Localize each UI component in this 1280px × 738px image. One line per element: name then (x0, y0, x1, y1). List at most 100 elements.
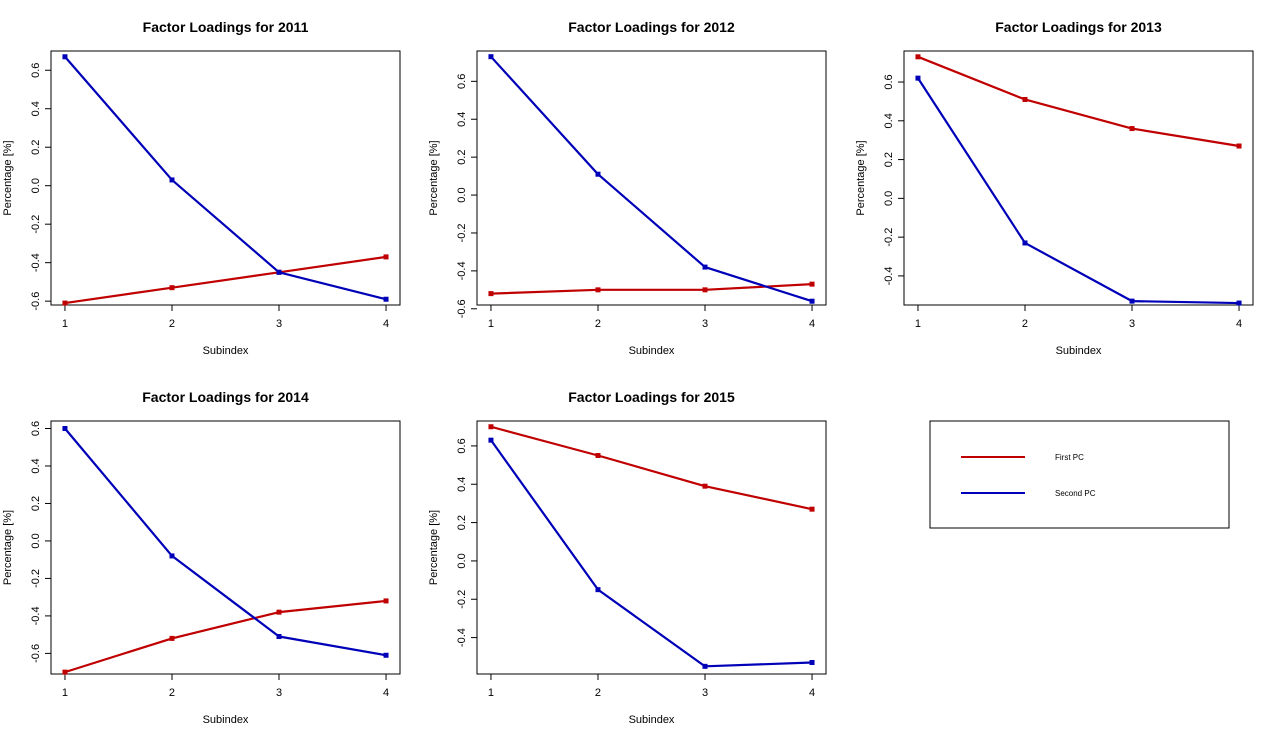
data-point-second-pc (62, 54, 68, 60)
x-axis-label: Subindex (629, 345, 675, 357)
legend-label-second-pc: Second PC (1055, 489, 1096, 498)
data-point-first-pc (809, 506, 815, 512)
y-tick-label: 0.4 (30, 458, 42, 473)
y-axis-label: Percentage [%] (428, 140, 440, 215)
data-point-first-pc (915, 54, 921, 60)
data-point-second-pc (1022, 240, 1028, 246)
y-tick-label: 0.6 (456, 74, 468, 89)
y-tick-label: -0.6 (456, 299, 468, 318)
series-line-first-pc (64, 255, 387, 305)
series-line-second-pc (490, 55, 813, 303)
y-tick-label: 0.6 (30, 421, 42, 436)
legend: First PC Second PC (929, 420, 1230, 529)
data-point-first-pc (169, 635, 175, 641)
x-tick-label: 3 (1129, 318, 1135, 330)
x-tick-label: 1 (915, 318, 921, 330)
series-line-second-pc (917, 77, 1240, 305)
y-tick-label: 0.0 (30, 533, 42, 548)
data-point-second-pc (915, 75, 921, 81)
data-point-second-pc (702, 663, 708, 669)
y-tick-label: -0.2 (30, 215, 42, 234)
data-point-second-pc (276, 269, 282, 275)
data-point-second-pc (809, 298, 815, 304)
data-point-second-pc (169, 553, 175, 559)
data-point-first-pc (62, 669, 68, 675)
data-point-second-pc (62, 425, 68, 431)
x-tick-label: 4 (809, 318, 815, 330)
y-axis-label: Percentage [%] (2, 140, 14, 215)
data-point-second-pc (383, 296, 389, 302)
chart-title: Factor Loadings for 2015 (568, 389, 735, 405)
y-tick-label: 0.4 (456, 112, 468, 127)
x-tick-label: 1 (62, 318, 68, 330)
plot-frame (476, 420, 827, 675)
y-tick-label: 0.6 (30, 63, 42, 78)
data-point-first-pc (702, 287, 708, 293)
data-point-first-pc (276, 609, 282, 615)
plot-frame (476, 50, 827, 306)
y-axis-label: Percentage [%] (2, 510, 14, 585)
x-tick-label: 3 (702, 687, 708, 699)
y-tick-label: -0.4 (883, 266, 895, 285)
y-tick-label: 0.6 (456, 438, 468, 453)
data-point-first-pc (1236, 143, 1242, 149)
y-tick-label: 0.2 (456, 150, 468, 165)
plot-frame (50, 50, 401, 306)
x-tick-label: 2 (169, 687, 175, 699)
y-tick-label: 0.0 (456, 553, 468, 568)
y-tick-label: -0.2 (456, 590, 468, 609)
chart-panel-2: Factor Loadings for 2012 1 2 3 4 -0.6 -0.4 -0.2… (428, 19, 827, 357)
y-tick-label: 0.2 (456, 515, 468, 530)
data-point-second-pc (383, 652, 389, 658)
y-axis-label: Percentage [%] (855, 140, 867, 215)
data-point-second-pc (809, 660, 815, 665)
y-tick-label: 0.0 (456, 187, 468, 202)
y-tick-label: 0.2 (30, 496, 42, 511)
chart-title: Factor Loadings for 2014 (142, 389, 309, 405)
data-point-first-pc (169, 285, 175, 291)
data-point-first-pc (488, 424, 494, 430)
data-point-first-pc (488, 291, 494, 297)
data-point-first-pc (1022, 96, 1028, 102)
plot-frame (903, 50, 1254, 306)
y-tick-label: -0.2 (883, 228, 895, 247)
y-tick-label: -0.4 (30, 606, 42, 625)
x-tick-label: 3 (702, 318, 708, 330)
x-tick-label: 1 (62, 687, 68, 699)
y-tick-label: 0.0 (883, 191, 895, 206)
y-tick-label: -0.2 (30, 569, 42, 588)
data-point-second-pc (488, 437, 494, 443)
chart-panel-1: Factor Loadings for 2011 1 2 3 4 -0.6 -0.4 -0.2… (2, 19, 401, 357)
data-point-second-pc (595, 171, 601, 177)
chart-panels: Factor Loadings for 2011 1 2 3 4 -0.6 -0.4 -0.2… (2, 19, 1254, 726)
series-line-second-pc (64, 427, 387, 657)
y-tick-label: -0.2 (456, 223, 468, 242)
series-line-first-pc (490, 283, 813, 295)
y-tick-label: 0.6 (883, 74, 895, 89)
data-point-second-pc (1236, 300, 1242, 306)
chart-title: Factor Loadings for 2013 (995, 19, 1162, 35)
x-tick-label: 2 (595, 687, 601, 699)
chart-panel-3: Factor Loadings for 2013 1 2 3 4 -0.4 -0.2 0.0 0… (855, 19, 1254, 357)
x-tick-label: 4 (809, 687, 815, 699)
series-line-second-pc (490, 439, 813, 668)
series-line-second-pc (64, 56, 387, 301)
y-tick-label: -0.4 (456, 628, 468, 647)
y-tick-label: 0.4 (456, 477, 468, 492)
data-point-second-pc (702, 264, 708, 270)
x-tick-label: 2 (1022, 318, 1028, 330)
x-tick-label: 2 (595, 318, 601, 330)
y-tick-label: 0.0 (30, 178, 42, 193)
data-point-second-pc (169, 177, 175, 183)
x-tick-label: 4 (383, 318, 389, 330)
y-axis-label: Percentage [%] (428, 510, 440, 585)
x-axis-label: Subindex (629, 714, 675, 726)
x-tick-label: 2 (169, 318, 175, 330)
series-line-first-pc (917, 55, 1240, 148)
x-tick-label: 1 (488, 318, 494, 330)
data-point-second-pc (276, 634, 282, 640)
chart-title: Factor Loadings for 2011 (143, 19, 309, 35)
chart-title: Factor Loadings for 2012 (568, 19, 735, 35)
plot-frame (50, 420, 401, 675)
